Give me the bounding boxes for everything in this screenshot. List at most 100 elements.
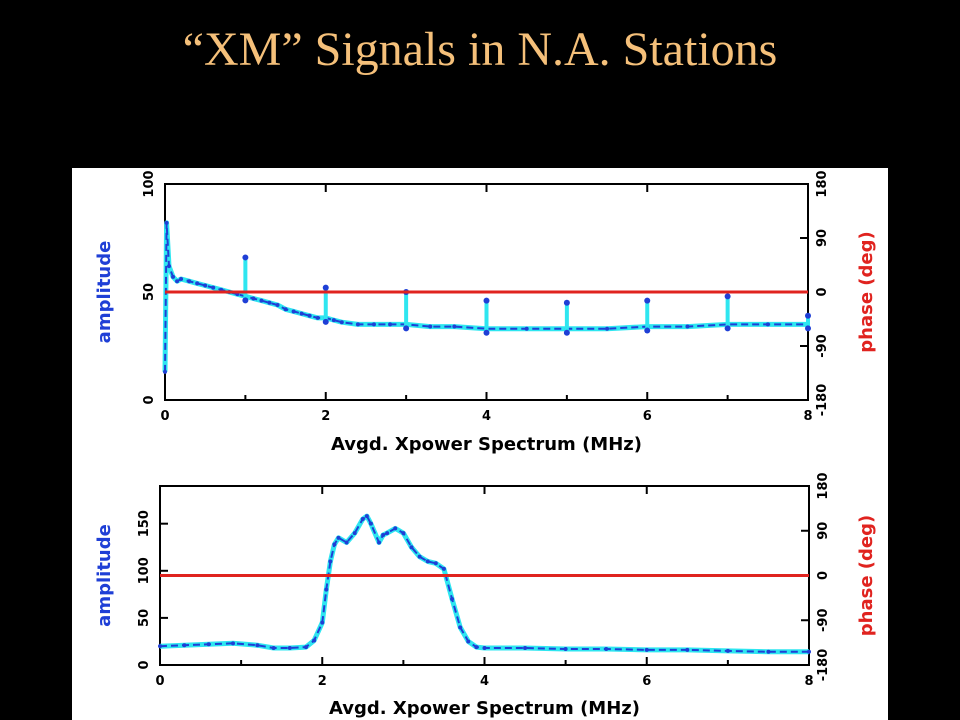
amplitude-point [360, 516, 365, 521]
amplitude-line-light [159, 513, 809, 655]
amplitude-point [332, 542, 337, 547]
y2-axis-label: phase (deg) [856, 231, 877, 352]
amplitude-point [336, 535, 341, 540]
amplitude-point [171, 274, 176, 279]
amplitude-point [259, 298, 264, 303]
y2-tick-label: 0 [816, 571, 831, 580]
x-tick-label: 6 [643, 409, 652, 424]
amplitude-point [206, 642, 211, 647]
amplitude-point [381, 532, 386, 537]
amplitude-spike-point [242, 254, 249, 261]
amplitude-spike-point [805, 312, 811, 319]
amplitude-point [441, 566, 446, 571]
x-axis-label: Avgd. Xpower Spectrum (MHz) [331, 434, 642, 455]
y2-tick-label: -180 [815, 384, 830, 417]
chart-1 [162, 183, 811, 401]
amplitude-point [523, 646, 528, 651]
y2-axis-label: phase (deg) [856, 515, 877, 636]
amplitude-point [179, 277, 184, 282]
amplitude-line [159, 515, 809, 653]
amplitude-point [368, 521, 373, 526]
amplitude-point [175, 279, 180, 284]
amplitude-point [352, 531, 357, 536]
amplitude-point [283, 307, 288, 312]
amplitude-spike-base [242, 297, 249, 304]
amplitude-point [339, 320, 344, 325]
amplitude-point [644, 647, 649, 652]
amplitude-point [271, 646, 276, 651]
y2-tick-label: 0 [815, 287, 830, 296]
amplitude-point [371, 322, 376, 327]
y-axis-label: amplitude [94, 241, 115, 344]
amplitude-point [291, 309, 296, 314]
amplitude-point [304, 645, 309, 650]
amplitude-point [393, 526, 398, 531]
amplitude-spike-base [483, 329, 490, 336]
amplitude-point [312, 638, 317, 643]
amplitude-point [685, 324, 690, 329]
plot-panel: 0 2 4 6 8 0 50 100 -180 -90 0 90 180 Avgd. Xpower Spe… [72, 168, 888, 720]
amplitude-point [417, 554, 422, 559]
amplitude-point [725, 648, 730, 653]
amplitude-point [604, 646, 609, 651]
amplitude-point [409, 545, 414, 550]
amplitude-point [211, 285, 216, 290]
amplitude-point [385, 531, 390, 536]
x-axis-label: Avgd. Xpower Spectrum (MHz) [329, 698, 640, 719]
y2-tick-label: -180 [816, 649, 831, 682]
amplitude-point [466, 639, 471, 644]
amplitude-point [766, 649, 771, 654]
amplitude-point [605, 326, 610, 331]
x-tick-label: 0 [155, 674, 164, 689]
amplitude-point [255, 643, 260, 648]
y-tick-label: 100 [137, 557, 152, 584]
y2-tick-label: 180 [815, 170, 830, 197]
amplitude-spike-base [805, 325, 811, 332]
amplitude-point [251, 296, 256, 301]
y-tick-label: 150 [137, 510, 152, 537]
amplitude-point [320, 620, 325, 625]
amplitude-point [315, 315, 320, 320]
x-tick-label: 0 [160, 409, 169, 424]
amplitude-point [524, 326, 529, 331]
amplitude-spike-base [644, 327, 651, 334]
y2-tick-label: 90 [815, 229, 830, 247]
plots-figure: 0 2 4 6 8 0 50 100 -180 -90 0 90 180 Avgd. Xpower Spe… [94, 170, 877, 719]
amplitude-spike-point [563, 299, 570, 306]
x-tick-label: 4 [482, 409, 491, 424]
amplitude-spike-base [322, 318, 329, 325]
amplitude-point [563, 646, 568, 651]
amplitude-point [433, 561, 438, 566]
amplitude-point [425, 559, 430, 564]
x-tick-label: 6 [642, 674, 651, 689]
amplitude-point [267, 300, 272, 305]
amplitude-point [328, 559, 333, 564]
amplitude-spike-point [322, 284, 329, 291]
y-axis-label: amplitude [94, 524, 115, 627]
amplitude-point [685, 647, 690, 652]
amplitude-point [807, 649, 811, 654]
y2-tick-label: -90 [815, 334, 830, 358]
chart-2 [158, 485, 811, 666]
amplitude-point [458, 625, 463, 630]
y-tick-label: 0 [137, 660, 152, 669]
amplitude-spike-point [483, 297, 490, 304]
amplitude-point [450, 597, 455, 602]
amplitude-point [287, 646, 292, 651]
amplitude-point [195, 281, 200, 286]
amplitude-point [482, 646, 487, 651]
amplitude-point [164, 220, 169, 225]
amplitude-point [182, 643, 187, 648]
x-tick-label: 8 [803, 409, 812, 424]
y-tick-label: 50 [137, 609, 152, 627]
amplitude-spike-point [644, 297, 651, 304]
amplitude-point [377, 540, 382, 545]
amplitude-point [307, 313, 312, 318]
amplitude-point [331, 318, 336, 323]
amplitude-point [158, 644, 162, 649]
amplitude-point [275, 302, 280, 307]
amplitude-point [203, 283, 208, 288]
x-tick-label: 4 [480, 674, 489, 689]
y2-tick-label: 180 [816, 472, 831, 499]
amplitude-point [452, 324, 457, 329]
